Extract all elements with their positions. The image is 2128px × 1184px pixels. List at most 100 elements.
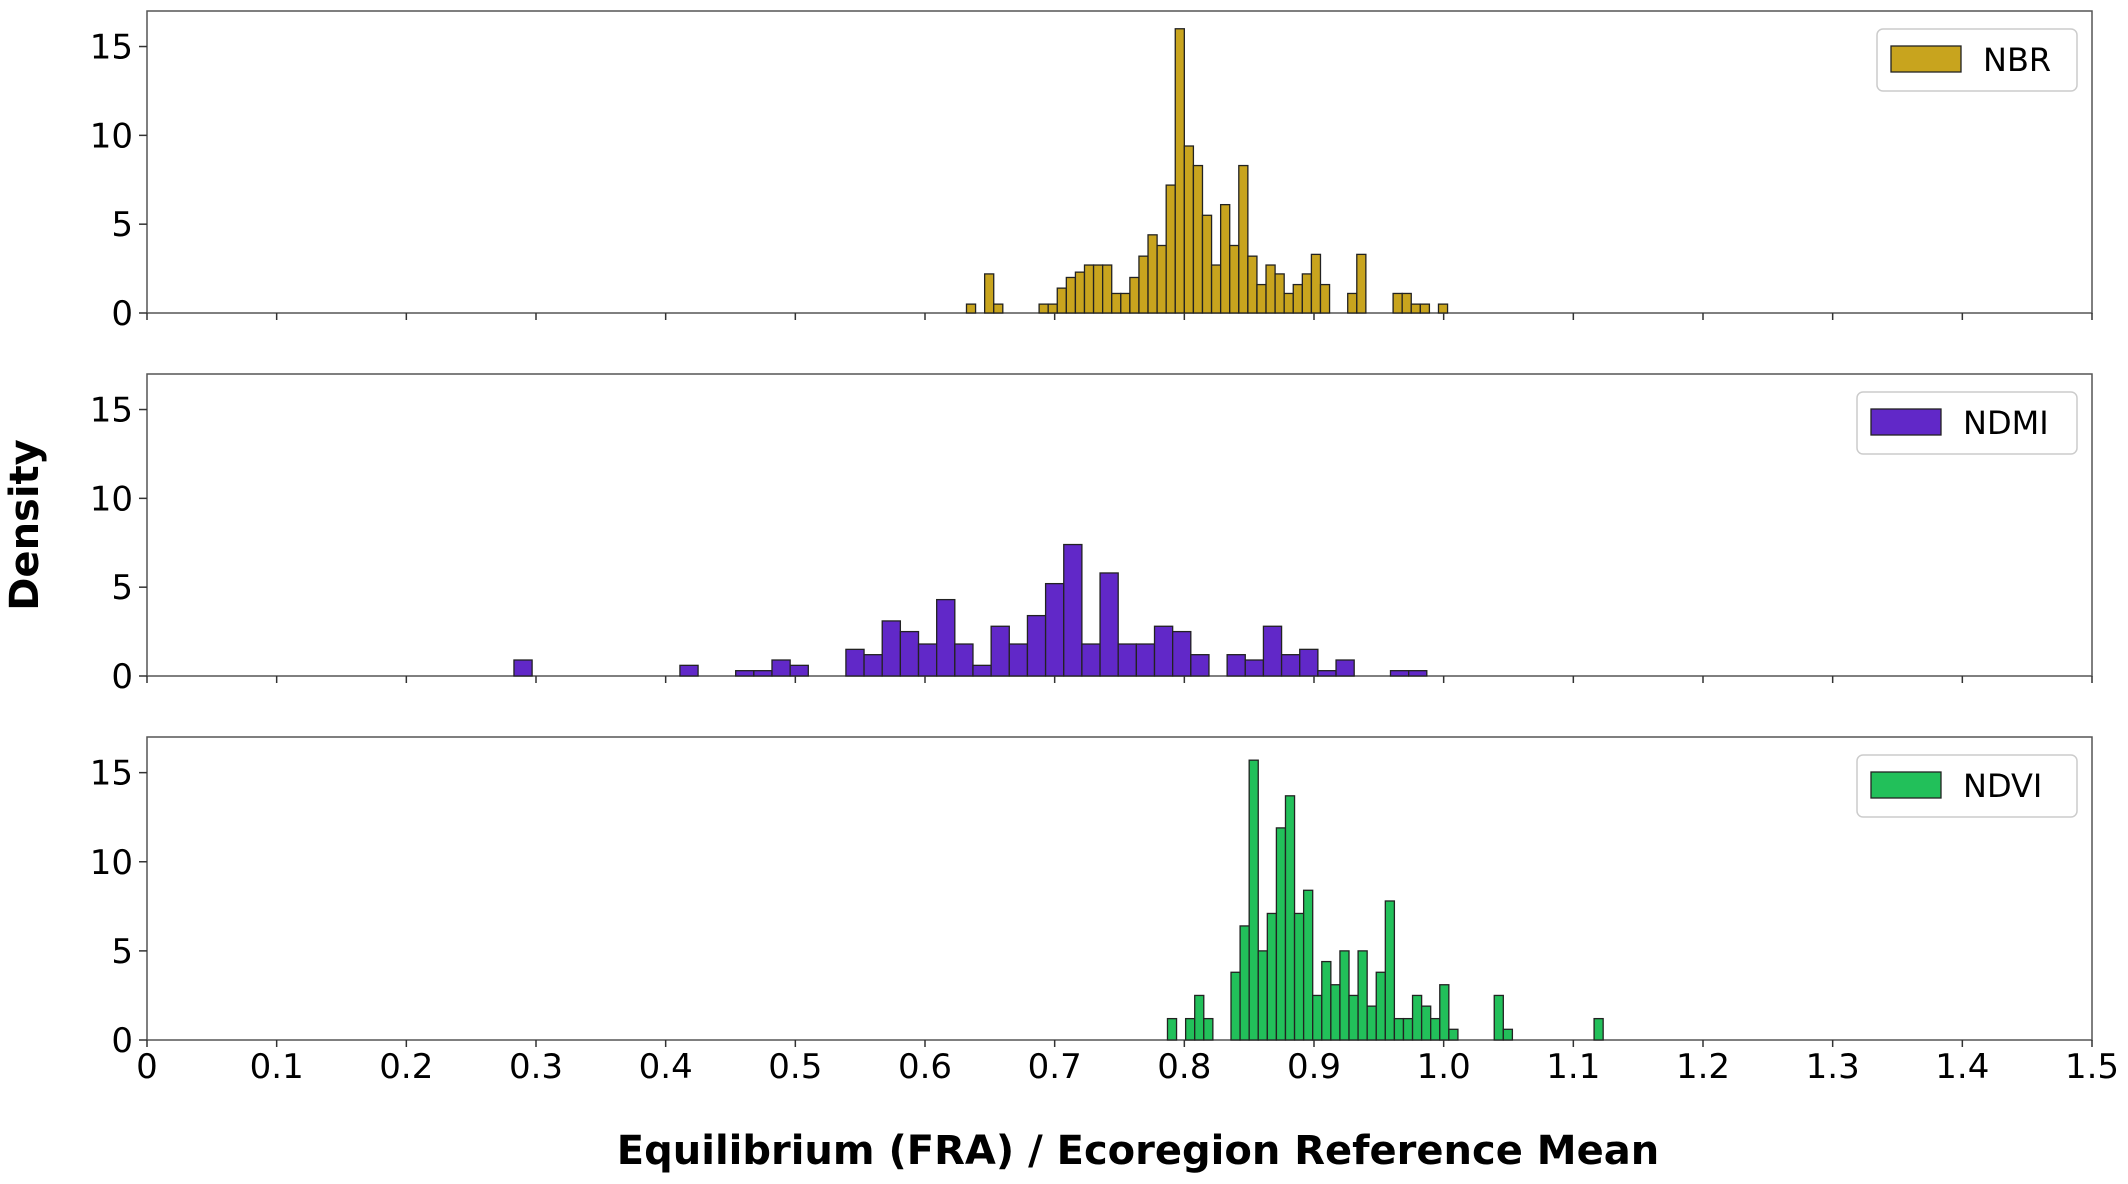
histogram-bar (1184, 1017, 1196, 1041)
histogram-bar (1238, 164, 1249, 314)
x-tick-label: 0.4 (639, 1047, 693, 1087)
histogram-bar (1044, 582, 1065, 677)
legend: NBR (1876, 28, 2078, 92)
histogram-bar (789, 664, 809, 677)
plot-frame (146, 736, 2093, 1041)
histogram-bar (1153, 625, 1174, 677)
histogram-bar (1129, 276, 1140, 314)
histogram-bar (972, 664, 992, 677)
x-tick-label: 1.2 (1676, 1047, 1730, 1087)
y-tick-label: 15 (90, 391, 133, 431)
x-tick-label: 0.8 (1157, 1047, 1211, 1087)
histogram-bar (1099, 572, 1119, 677)
histogram-bar (1389, 670, 1410, 677)
y-tick-label: 5 (111, 205, 133, 245)
y-tick-label: 10 (90, 843, 133, 883)
histogram-bar (1147, 234, 1158, 314)
histogram-bar (1335, 659, 1355, 677)
histogram-bar (881, 620, 902, 677)
legend-box (1856, 391, 2078, 455)
plot-frame (146, 10, 2093, 314)
legend-label: NBR (1983, 41, 2051, 79)
histogram-bar (1439, 984, 1450, 1041)
histogram-bar (1401, 292, 1412, 314)
histogram-bar (1172, 630, 1192, 677)
histogram-bar (1408, 670, 1428, 677)
x-tick-label: 1.0 (1417, 1047, 1471, 1087)
histogram-bar (1265, 264, 1276, 314)
histogram-bar (1262, 625, 1283, 677)
histogram-bar (1194, 994, 1205, 1041)
histogram-bar (1256, 283, 1267, 314)
histogram-bar (1321, 960, 1332, 1041)
y-tick-label: 10 (90, 116, 133, 156)
legend-box (1856, 754, 2078, 818)
histogram-bar (1219, 203, 1231, 314)
histogram-bar (1357, 950, 1368, 1041)
histogram-bar (1275, 827, 1287, 1041)
histogram-bar (1166, 1017, 1178, 1041)
histogram-bar (1210, 264, 1222, 314)
histogram-bar (1430, 1017, 1441, 1041)
histogram-bar (1056, 287, 1067, 314)
histogram-bar (1190, 654, 1210, 677)
histogram-bar (1083, 264, 1095, 314)
histogram-bar (990, 625, 1010, 677)
histogram-bar (1266, 912, 1278, 1041)
histogram-bar (1420, 1005, 1432, 1041)
histogram-bar (917, 643, 938, 677)
histogram-bar (1339, 950, 1350, 1041)
histogram-bar (1375, 971, 1386, 1041)
x-axis-title: Equilibrium (FRA) / Ecoregion Reference … (617, 1128, 1659, 1174)
y-tick-label: 0 (111, 657, 133, 697)
histogram-bar (1448, 1028, 1459, 1041)
histogram-bar (1410, 303, 1421, 314)
histogram-bar (1063, 543, 1083, 677)
x-tick-label: 1.4 (1935, 1047, 1989, 1087)
histogram-bar (1284, 795, 1296, 1041)
histogram-bar (954, 643, 974, 677)
histogram-bar (1244, 659, 1265, 677)
x-tick-label: 0.6 (898, 1047, 952, 1087)
histogram-bar (993, 303, 1004, 314)
histogram-bar (1280, 654, 1301, 677)
histogram-bar (1402, 1017, 1414, 1041)
histogram-bar (1092, 264, 1104, 314)
histogram-bar (1247, 255, 1258, 314)
x-tick-label: 0.1 (250, 1047, 304, 1087)
histogram-bar (1008, 643, 1029, 677)
histogram-bar (771, 659, 791, 677)
histogram-bar (899, 630, 920, 677)
histogram-bar (1230, 971, 1241, 1041)
histogram-bar (1229, 244, 1240, 314)
x-tick-label: 0.7 (1028, 1047, 1082, 1087)
histogram-bar (1138, 255, 1149, 314)
x-tick-label: 1.1 (1546, 1047, 1600, 1087)
histogram-bar (679, 664, 699, 677)
histogram-bar (1293, 912, 1305, 1041)
y-axis-title: Density (2, 439, 48, 611)
histogram-bar (735, 670, 755, 677)
histogram-bar (1117, 643, 1138, 677)
histogram-bar (1302, 889, 1314, 1041)
histogram-bar (1593, 1017, 1604, 1041)
legend-swatch (1870, 771, 1942, 799)
histogram-bar (1203, 1017, 1214, 1041)
histogram-bar (513, 659, 533, 677)
plot-frame (146, 373, 2093, 677)
histogram-bar (1101, 264, 1113, 314)
histogram-bar (1356, 253, 1367, 314)
legend-label: NDVI (1963, 767, 2042, 805)
histogram-bar (1437, 303, 1449, 314)
histogram-bar (1312, 994, 1323, 1041)
x-tick-label: 0 (136, 1047, 158, 1087)
legend-swatch (1890, 45, 1962, 73)
histogram-bar (1502, 1028, 1514, 1041)
histogram-bar (1081, 643, 1101, 677)
x-tick-label: 1.3 (1806, 1047, 1860, 1087)
histogram-bar (1257, 950, 1268, 1041)
histogram-bar (1038, 303, 1049, 314)
histogram-bar (1493, 994, 1504, 1041)
histogram-bar (1183, 145, 1195, 314)
histogram-bar (1111, 292, 1122, 314)
